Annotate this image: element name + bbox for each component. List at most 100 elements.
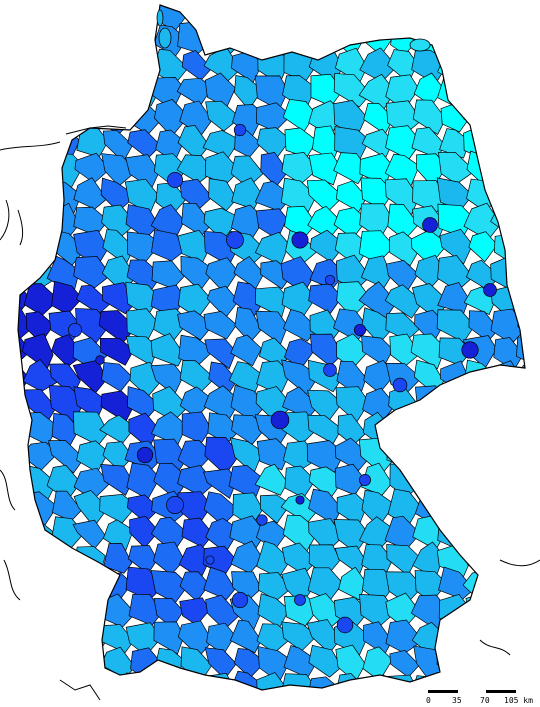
district-region [492,464,522,500]
district-region [518,490,525,526]
district-region [489,50,524,84]
district-region [260,151,289,187]
district-region [99,414,136,444]
district-region [414,570,448,604]
city-district [295,495,305,505]
district-region [150,204,185,242]
district-region [99,494,138,524]
city-district [67,322,83,338]
district-region [102,675,135,690]
district-region [181,411,212,444]
district-region [385,571,424,605]
district-region [438,622,475,657]
district-region [76,74,108,107]
district-region [204,72,236,109]
district-region [126,308,158,342]
district-region [516,542,525,580]
district-region [334,463,366,496]
district-region [519,127,525,162]
district-region [489,387,524,421]
district-region [520,46,525,82]
district-region [336,281,371,319]
district-region [256,5,288,33]
district-region [204,436,240,476]
district-region [234,23,262,55]
district-region [204,701,241,707]
district-region [155,700,187,707]
district-region [518,516,525,554]
district-region [23,568,58,600]
district-region [205,594,240,631]
district-region [127,129,162,159]
district-region [73,177,108,210]
district-region [283,701,317,707]
city-district [231,591,249,609]
district-region [463,51,499,82]
district-region [489,177,525,213]
district-region [72,359,107,394]
district-region [257,645,292,683]
district-region [205,257,239,294]
district-region [129,515,160,549]
scale-label-105: 105 km [504,696,533,705]
district-region [310,699,344,707]
district-region [488,415,525,444]
district-region [208,361,238,396]
district-region [18,23,28,54]
district-region [150,671,187,690]
district-region [18,255,31,293]
district-region [74,671,108,690]
district-region [150,229,186,262]
district-region [179,700,211,707]
district-region [203,385,241,420]
district-region [230,384,267,422]
district-region [490,21,524,59]
district-region [231,177,263,210]
district-region [436,463,475,502]
district-region [465,259,501,291]
district-region [281,567,315,605]
city-district [291,231,309,249]
district-region [232,104,265,137]
district-region [463,359,496,393]
district-region [204,672,237,690]
district-region [465,24,499,59]
district-region [48,47,80,81]
district-region [179,571,210,602]
district-region [493,233,525,264]
district-region [206,285,239,319]
district-region [385,125,422,160]
district-region [203,491,240,526]
district-region [515,465,525,500]
district-region [309,258,346,290]
district-region [206,622,236,656]
district-region [100,177,137,213]
district-region [411,413,446,450]
district-region [438,25,472,57]
district-region [493,593,522,628]
city-district [294,594,306,606]
district-region [178,334,215,367]
district-region [362,700,393,707]
district-region [18,436,30,472]
district-region [180,255,216,292]
district-region [51,5,86,31]
district-region [358,281,397,320]
district-region [334,126,370,160]
district-region [18,647,32,684]
district-region [312,125,340,161]
city-district [359,474,371,486]
district-region [491,442,525,471]
district-region [280,25,318,54]
district-region [102,24,133,58]
district-region [229,619,262,654]
district-region [308,644,343,678]
district-region [463,645,502,683]
district-region [468,231,498,263]
district-region [18,336,31,367]
city-district [233,123,247,137]
district-region [361,335,394,367]
district-region [25,311,55,344]
district-region [256,127,291,161]
